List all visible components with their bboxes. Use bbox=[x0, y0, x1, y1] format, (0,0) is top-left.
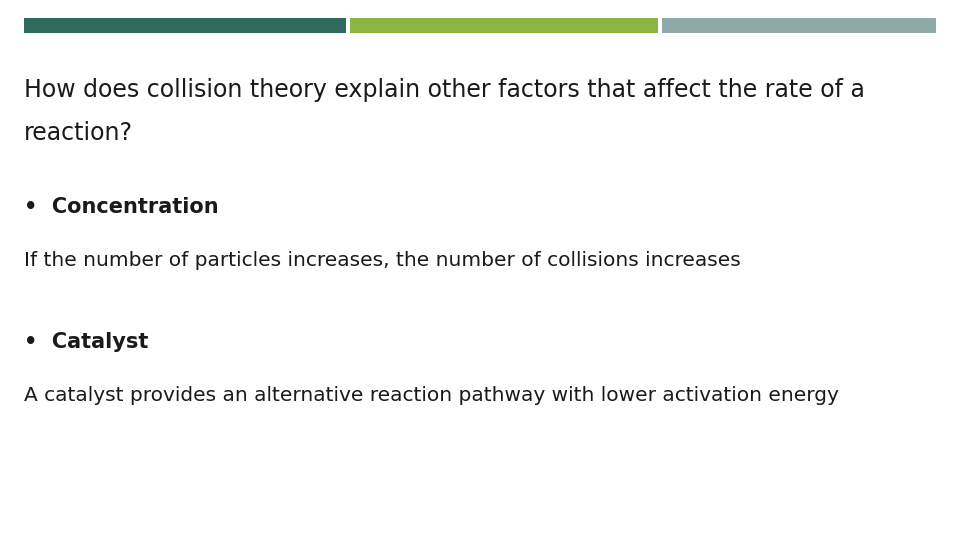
Text: •  Catalyst: • Catalyst bbox=[24, 332, 149, 352]
Bar bbox=[24, 18, 346, 33]
Text: •  Concentration: • Concentration bbox=[24, 197, 219, 217]
Text: reaction?: reaction? bbox=[24, 122, 133, 145]
Bar bbox=[350, 18, 658, 33]
Text: If the number of particles increases, the number of collisions increases: If the number of particles increases, th… bbox=[24, 251, 741, 270]
Text: How does collision theory explain other factors that affect the rate of a: How does collision theory explain other … bbox=[24, 78, 865, 102]
Bar bbox=[662, 18, 936, 33]
Text: A catalyst provides an alternative reaction pathway with lower activation energy: A catalyst provides an alternative react… bbox=[24, 386, 839, 405]
